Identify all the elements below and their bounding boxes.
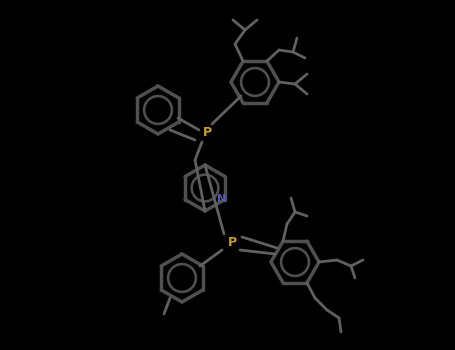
Text: N: N [217, 195, 227, 204]
Text: P: P [202, 126, 212, 139]
Text: P: P [228, 236, 237, 248]
